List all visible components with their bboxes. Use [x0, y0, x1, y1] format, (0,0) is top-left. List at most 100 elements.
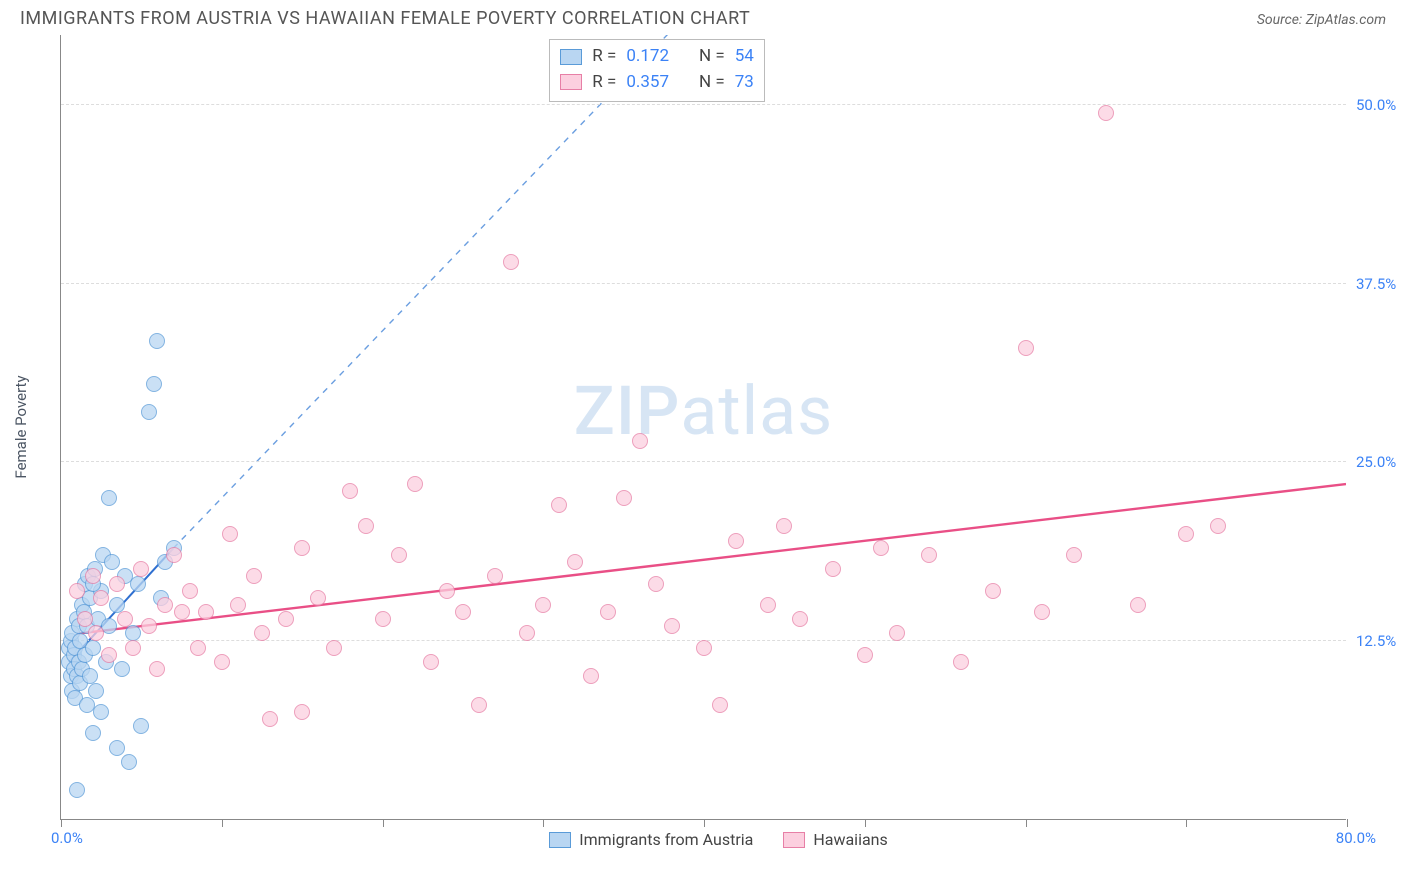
data-point-austria [82, 590, 98, 606]
data-point-austria [90, 611, 106, 627]
data-point-hawaiians [857, 647, 873, 663]
xtick [61, 819, 62, 827]
data-point-austria [121, 754, 137, 770]
data-point-austria [77, 576, 93, 592]
ytick-label: 50.0% [1356, 96, 1406, 114]
data-point-hawaiians [712, 697, 728, 713]
data-point-hawaiians [535, 597, 551, 613]
data-point-austria [69, 668, 85, 684]
data-point-austria [76, 604, 92, 620]
data-point-hawaiians [166, 547, 182, 563]
data-point-austria [85, 576, 101, 592]
data-point-hawaiians [487, 568, 503, 584]
data-point-hawaiians [109, 576, 125, 592]
data-point-hawaiians [101, 647, 117, 663]
data-point-austria [67, 640, 83, 656]
data-point-hawaiians [149, 661, 165, 677]
data-point-austria [146, 376, 162, 392]
ytick-label: 37.5% [1356, 275, 1406, 293]
xtick [1026, 819, 1027, 827]
data-point-hawaiians [600, 604, 616, 620]
data-point-austria [61, 654, 77, 670]
data-point-hawaiians [583, 668, 599, 684]
data-point-austria [166, 540, 182, 556]
swatch-austria [560, 49, 582, 65]
data-point-hawaiians [953, 654, 969, 670]
data-point-austria [66, 647, 82, 663]
data-point-austria [141, 404, 157, 420]
data-point-austria [104, 554, 120, 570]
data-point-austria [80, 568, 96, 584]
data-point-austria [98, 654, 114, 670]
watermark: ZIPatlas [574, 371, 834, 451]
data-point-austria [69, 611, 85, 627]
data-point-hawaiians [198, 604, 214, 620]
data-point-austria [109, 597, 125, 613]
data-point-hawaiians [133, 561, 149, 577]
data-point-austria [64, 683, 80, 699]
yaxis-title: Female Poverty [12, 375, 30, 478]
xtick [704, 819, 705, 827]
data-point-austria [85, 640, 101, 656]
data-point-hawaiians [407, 476, 423, 492]
plot-area: ZIPatlas Female Poverty R = 0.172 N = 54… [60, 35, 1346, 820]
data-point-hawaiians [616, 490, 632, 506]
data-point-hawaiians [326, 640, 342, 656]
data-point-hawaiians [1130, 597, 1146, 613]
data-point-hawaiians [792, 611, 808, 627]
data-point-austria [109, 740, 125, 756]
legend-item-hawaiians: Hawaiians [783, 830, 887, 849]
gridline-h [61, 104, 1346, 105]
data-point-hawaiians [93, 590, 109, 606]
data-point-hawaiians [921, 547, 937, 563]
xtick [865, 819, 866, 827]
data-point-austria [85, 725, 101, 741]
chart-title: IMMIGRANTS FROM AUSTRIA VS HAWAIIAN FEMA… [20, 8, 750, 29]
data-point-austria [71, 618, 87, 634]
data-point-austria [88, 683, 104, 699]
data-point-hawaiians [342, 483, 358, 499]
data-point-hawaiians [664, 618, 680, 634]
data-point-hawaiians [760, 597, 776, 613]
data-point-hawaiians [696, 640, 712, 656]
xtick-label-max: 80.0% [1336, 829, 1376, 847]
data-point-hawaiians [278, 611, 294, 627]
legend-stats-row-hawaiians: R = 0.357 N = 73 [560, 70, 754, 96]
data-point-hawaiians [439, 583, 455, 599]
data-point-hawaiians [69, 583, 85, 599]
xtick-label-min: 0.0% [51, 829, 83, 847]
legend-item-austria: Immigrants from Austria [549, 830, 753, 849]
data-point-austria [71, 654, 87, 670]
data-point-austria [93, 704, 109, 720]
data-point-austria [133, 718, 149, 734]
gridline-h [61, 283, 1346, 284]
data-point-hawaiians [1210, 518, 1226, 534]
data-point-austria [101, 490, 117, 506]
data-point-hawaiians [551, 497, 567, 513]
data-point-austria [61, 640, 77, 656]
data-point-hawaiians [230, 597, 246, 613]
xtick [222, 819, 223, 827]
data-point-hawaiians [222, 526, 238, 542]
data-point-austria [77, 647, 93, 663]
data-point-hawaiians [358, 518, 374, 534]
data-point-hawaiians [873, 540, 889, 556]
data-point-hawaiians [117, 611, 133, 627]
xtick [543, 819, 544, 827]
data-point-austria [130, 576, 146, 592]
xtick [1347, 819, 1348, 827]
data-point-hawaiians [1098, 105, 1114, 121]
data-point-austria [153, 590, 169, 606]
data-point-austria [79, 697, 95, 713]
data-point-austria [69, 782, 85, 798]
swatch-hawaiians-icon [783, 832, 805, 848]
xtick [1186, 819, 1187, 827]
data-point-austria [79, 618, 95, 634]
data-point-hawaiians [77, 611, 93, 627]
data-point-austria [101, 618, 117, 634]
data-point-austria [87, 561, 103, 577]
data-point-austria [93, 583, 109, 599]
data-point-hawaiians [648, 576, 664, 592]
data-point-hawaiians [985, 583, 1001, 599]
legend-stats: R = 0.172 N = 54 R = 0.357 N = 73 [549, 39, 765, 102]
